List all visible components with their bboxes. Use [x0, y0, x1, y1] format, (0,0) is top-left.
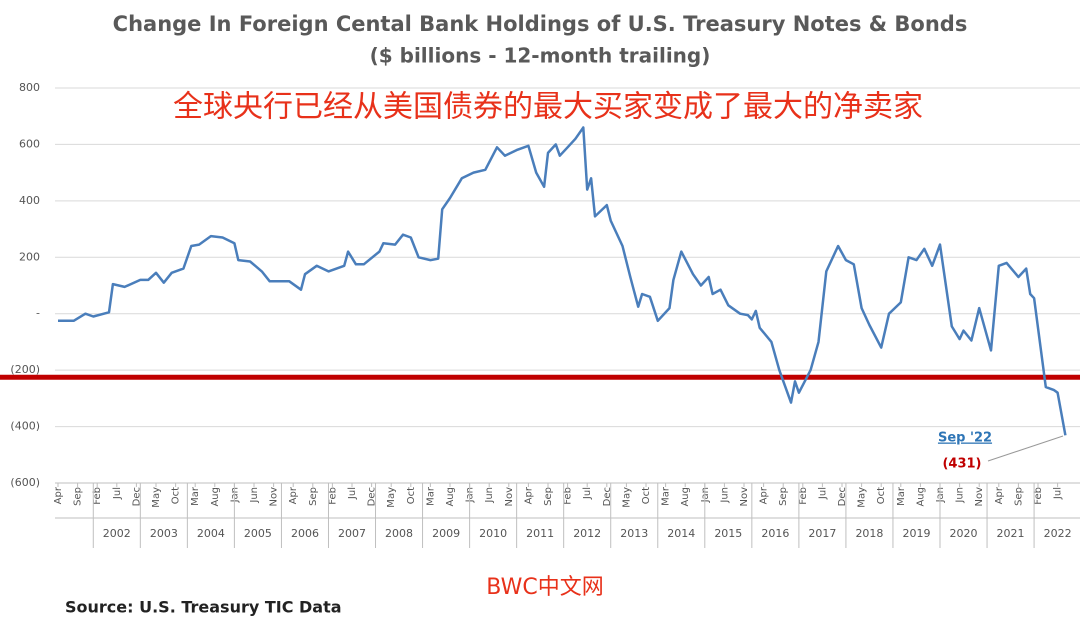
- year-label: 2007: [338, 527, 366, 540]
- x-tick-label: Mar: [190, 486, 201, 506]
- x-tick-label: Dec: [367, 487, 378, 506]
- y-tick-label: 800: [19, 81, 40, 94]
- y-tick-label: (600): [10, 476, 40, 489]
- x-tick-label: Oct: [171, 487, 182, 504]
- x-tick-label: Oct: [876, 487, 887, 504]
- x-tick-label: Oct: [641, 487, 652, 504]
- x-tick-label: Apr: [288, 486, 299, 504]
- x-tick-label: Sep: [1013, 487, 1024, 506]
- x-tick-label: Jun: [719, 487, 730, 504]
- x-tick-label: Nov: [504, 487, 515, 507]
- chart-title: Change In Foreign Cental Bank Holdings o…: [113, 12, 968, 36]
- annotation-title: Sep '22: [938, 431, 992, 446]
- x-tick-label: Nov: [974, 487, 985, 507]
- year-label: 2009: [432, 527, 460, 540]
- x-tick-label: Sep: [308, 487, 319, 506]
- leader-line: [987, 435, 1064, 462]
- y-tick-label: (200): [10, 363, 40, 376]
- year-label: 2017: [808, 527, 836, 540]
- x-tick-label: Sep: [543, 487, 554, 506]
- year-label: 2022: [1044, 527, 1072, 540]
- x-tick-label: Aug: [210, 487, 221, 507]
- year-label: 2020: [950, 527, 978, 540]
- x-tick-label: Dec: [602, 487, 613, 506]
- year-label: 2013: [620, 527, 648, 540]
- x-tick-label: Feb: [327, 487, 338, 505]
- x-tick-label: May: [386, 487, 397, 508]
- x-tick-label: Aug: [445, 487, 456, 507]
- headline: 全球央行已经从美国债券的最大买家变成了最大的净卖家: [173, 90, 923, 125]
- source: Source: U.S. Treasury TIC Data: [65, 598, 342, 617]
- annotation-label: (431): [942, 457, 981, 472]
- y-tick-label: 400: [19, 194, 40, 207]
- year-label: 2014: [667, 527, 695, 540]
- x-tick-label: Jul: [582, 487, 593, 500]
- x-tick-label: Apr: [994, 486, 1005, 504]
- x-tick-label: Sep: [778, 487, 789, 506]
- year-label: 2021: [997, 527, 1025, 540]
- x-tick-label: May: [151, 487, 162, 508]
- x-tick-label: Feb: [1033, 487, 1044, 505]
- x-tick-label: Jul: [817, 487, 828, 500]
- y-tick-label: 200: [19, 250, 40, 263]
- x-tick-label: May: [621, 487, 632, 508]
- x-tick-label: Mar: [661, 486, 672, 506]
- x-tick-label: Feb: [92, 487, 103, 505]
- year-label: 2005: [244, 527, 272, 540]
- x-tick-label: Jul: [1053, 487, 1064, 500]
- year-label: 2002: [103, 527, 131, 540]
- chart-subtitle: ($ billions - 12-month trailing): [370, 44, 711, 68]
- x-tick-label: Jun: [249, 487, 260, 504]
- x-tick-label: Aug: [680, 487, 691, 507]
- x-tick-label: Jul: [112, 487, 123, 500]
- x-tick-label: Dec: [837, 487, 848, 506]
- x-tick-label: Mar: [896, 486, 907, 506]
- y-tick-label: -: [36, 307, 40, 320]
- x-tick-label: Jun: [955, 487, 966, 504]
- x-tick-label: Jul: [347, 487, 358, 500]
- x-tick-label: Dec: [131, 487, 142, 506]
- year-label: 2003: [150, 527, 178, 540]
- x-tick-label: Aug: [915, 487, 926, 507]
- watermark: BWC中文网: [486, 575, 603, 600]
- series-line: [58, 126, 1067, 436]
- x-tick-label: Apr: [523, 486, 534, 504]
- x-tick-label: Apr: [759, 486, 770, 504]
- x-tick-label: Oct: [406, 487, 417, 504]
- x-tick-label: Feb: [563, 487, 574, 505]
- year-label: 2008: [385, 527, 413, 540]
- x-tick-label: Jun: [484, 487, 495, 504]
- y-tick-label: 600: [19, 137, 40, 150]
- x-tick-label: Mar: [425, 486, 436, 506]
- x-tick-label: Nov: [739, 487, 750, 507]
- year-label: 2018: [855, 527, 883, 540]
- year-label: 2016: [761, 527, 789, 540]
- x-tick-label: Nov: [269, 487, 280, 507]
- x-tick-label: Feb: [798, 487, 809, 505]
- y-tick-label: (400): [10, 420, 40, 433]
- year-label: 2006: [291, 527, 319, 540]
- x-tick-label: Sep: [73, 487, 84, 506]
- year-label: 2004: [197, 527, 225, 540]
- x-tick-label: Apr: [53, 486, 64, 504]
- year-label: 2015: [714, 527, 742, 540]
- year-label: 2010: [479, 527, 507, 540]
- year-label: 2011: [526, 527, 554, 540]
- year-label: 2012: [573, 527, 601, 540]
- x-tick-label: May: [857, 487, 868, 508]
- year-label: 2019: [902, 527, 930, 540]
